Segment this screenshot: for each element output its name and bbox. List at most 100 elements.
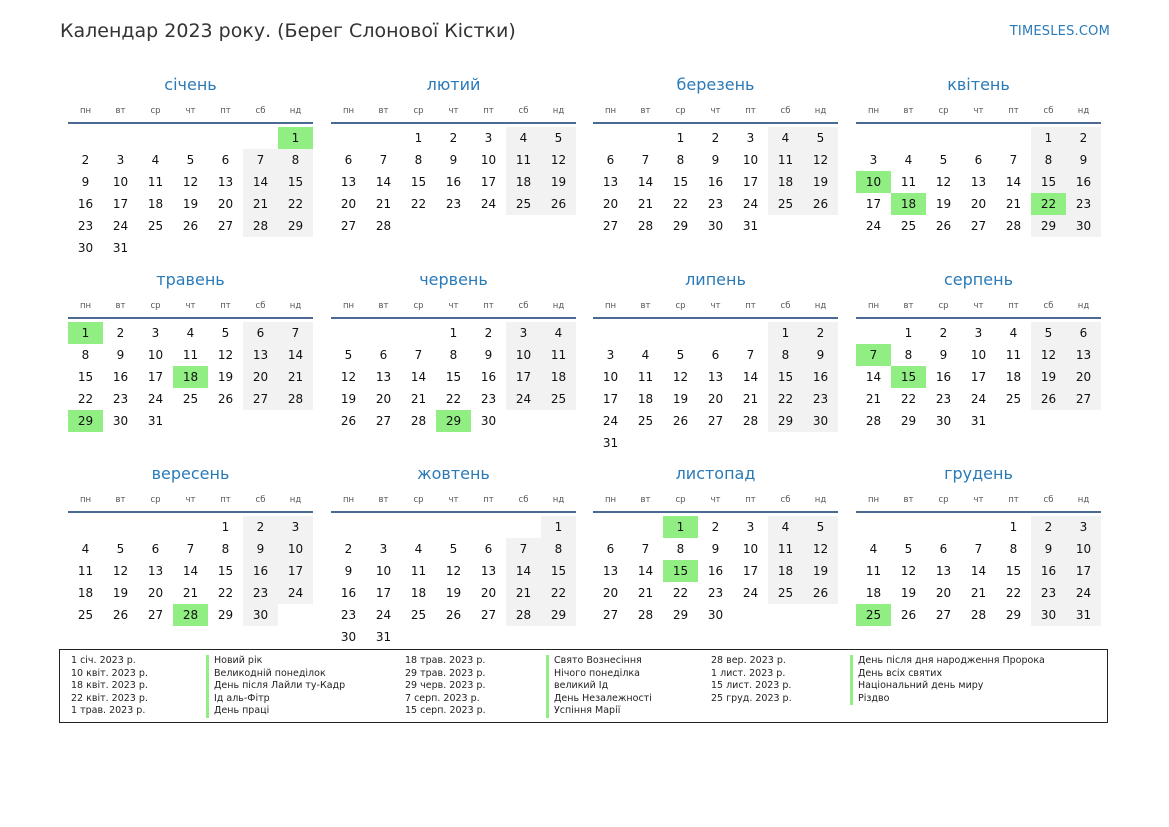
day-cell: 10	[602, 370, 619, 384]
holiday-name: великий Ід	[546, 680, 652, 693]
day-cell: 30	[480, 414, 497, 428]
day-blank	[856, 516, 891, 538]
day-cell: 16	[243, 560, 278, 582]
day-cell: 20	[602, 197, 619, 211]
day-cell: 21	[182, 586, 199, 600]
day-grid: 1 2 3 4 5 6 7 8 9 10 11 12 13 14 15 16 17 18 19 20 21 22 23 24 2…	[68, 516, 313, 626]
day-cell: 9	[939, 348, 948, 362]
day-cell: 15	[410, 175, 427, 189]
holiday-date: 7 серп. 2023 р.	[405, 692, 480, 704]
day-cell: 27	[935, 608, 952, 622]
day-cell: 17	[742, 564, 759, 578]
day-cell: 16	[707, 564, 724, 578]
day-cell: 10	[506, 344, 541, 366]
day-grid: 1 2 3 4 5 6 7 8 9 10 11 12 13 14 15 16 17 18 19 20 21 22 23 24 2…	[593, 127, 838, 237]
day-cell: 23	[803, 388, 838, 410]
day-grid: 1 2 3 4 5 6 7 8 9 10 11 12 13 14 15 16 17 18 19 20 21 22 23 24 2…	[856, 516, 1101, 626]
day-cell-holiday: 18	[173, 366, 208, 388]
day-cell: 17	[865, 197, 882, 211]
day-cell: 31	[742, 219, 759, 233]
day-cell: 28	[1005, 219, 1022, 233]
month-title: жовтень	[417, 464, 490, 483]
weekday-label: вт	[115, 495, 126, 505]
holiday-date: 18 квіт. 2023 р.	[71, 680, 148, 692]
holiday-name: Великодній понеділок	[206, 667, 345, 681]
day-cell: 5	[939, 153, 948, 167]
day-cell: 16	[77, 197, 94, 211]
day-cell: 28	[637, 608, 654, 622]
day-cell: 11	[541, 344, 576, 366]
day-cell-holiday: 15	[663, 560, 698, 582]
day-cell: 17	[602, 392, 619, 406]
day-cell: 14	[182, 564, 199, 578]
legend-names-column: Свято Вознесіння Нічого понеділка великий …	[546, 655, 652, 718]
day-cell: 23	[77, 219, 94, 233]
day-blank	[733, 322, 768, 344]
day-cell: 27	[1066, 388, 1101, 410]
day-cell: 1	[676, 131, 685, 145]
day-grid: 1 2 3 4 5 6 7 8 9 10 11 12 13 14 15 16 17 18 19 20 21 22 23 24 2…	[593, 516, 838, 626]
day-cell: 10	[480, 153, 497, 167]
day-cell: 21	[637, 586, 654, 600]
day-cell: 25	[182, 392, 199, 406]
day-cell: 22	[768, 388, 803, 410]
day-blank	[593, 516, 628, 538]
weekday-label: ср	[938, 301, 949, 311]
month-title: квітень	[947, 75, 1010, 94]
day-cell: 9	[803, 344, 838, 366]
day-cell: 7	[1009, 153, 1018, 167]
day-cell: 9	[344, 564, 353, 578]
day-cell: 18	[637, 392, 654, 406]
day-cell: 21	[1005, 197, 1022, 211]
day-cell: 10	[742, 153, 759, 167]
day-cell: 21	[865, 392, 882, 406]
day-cell: 3	[869, 153, 878, 167]
day-cell: 8	[1009, 542, 1018, 556]
day-grid: 1 2 3 4 5 6 7 8 9 10 11 12 13 14 15 16 17 18 19 20 21 22 23 24 2…	[593, 322, 838, 454]
day-cell: 11	[768, 538, 803, 560]
day-blank	[891, 516, 926, 538]
weekday-label: нд	[289, 301, 302, 311]
day-cell: 12	[340, 370, 357, 384]
day-cell: 10	[375, 564, 392, 578]
day-cell: 23	[935, 392, 952, 406]
day-cell: 23	[340, 608, 357, 622]
day-cell: 29	[1031, 215, 1066, 237]
day-cell: 21	[243, 193, 278, 215]
legend-dates-column: 18 трав. 2023 р. 29 трав. 2023 р. 29 черв.…	[405, 655, 486, 718]
weekday-header: пн вт ср чт пт сб нд	[331, 100, 576, 124]
day-cell: 29	[768, 410, 803, 432]
day-cell: 3	[746, 131, 755, 145]
weekday-label: сб	[255, 495, 266, 505]
day-cell: 22	[672, 586, 689, 600]
day-cell: 18	[1005, 370, 1022, 384]
day-cell: 5	[449, 542, 458, 556]
day-cell: 18	[410, 586, 427, 600]
day-cell: 24	[865, 219, 882, 233]
day-cell: 18	[865, 586, 882, 600]
weekday-label: сб	[1043, 495, 1054, 505]
weekday-label: пт	[745, 106, 756, 116]
holiday-name: Нічого понеділка	[546, 667, 652, 681]
day-cell: 23	[707, 586, 724, 600]
weekday-label: пт	[483, 495, 494, 505]
day-cell: 7	[379, 153, 388, 167]
day-blank	[628, 127, 663, 149]
day-blank	[138, 127, 173, 149]
weekday-label: чт	[448, 301, 459, 311]
day-blank	[698, 322, 733, 344]
day-cell: 5	[803, 127, 838, 149]
day-blank	[663, 322, 698, 344]
day-cell: 23	[707, 197, 724, 211]
day-cell: 14	[970, 564, 987, 578]
day-blank	[471, 516, 506, 538]
day-cell: 14	[410, 370, 427, 384]
day-cell: 26	[182, 219, 199, 233]
site-link[interactable]: TIMESLES.COM	[1009, 24, 1110, 39]
day-cell: 14	[506, 560, 541, 582]
day-cell: 27	[707, 414, 724, 428]
day-cell: 3	[116, 153, 125, 167]
day-blank	[243, 127, 278, 149]
day-cell: 2	[939, 326, 948, 340]
day-blank	[436, 516, 471, 538]
